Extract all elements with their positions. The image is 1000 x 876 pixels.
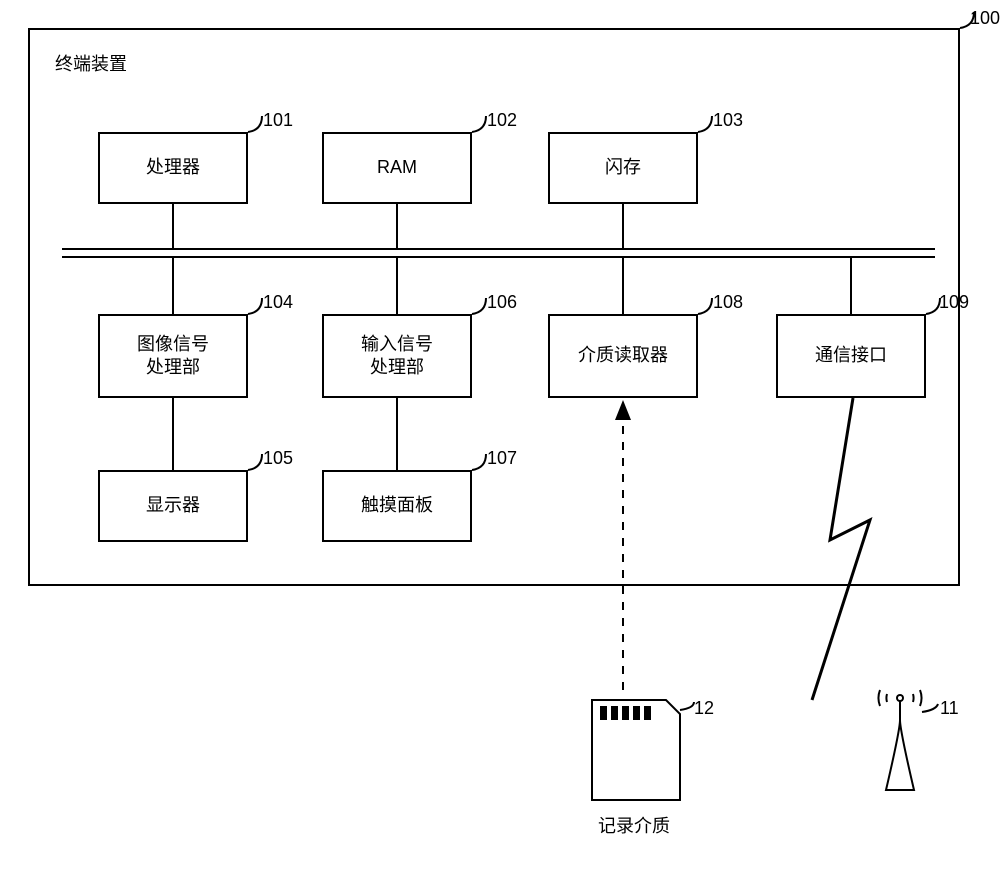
ref-108: 108 bbox=[713, 292, 743, 313]
caption-media: 记录介质 bbox=[598, 812, 670, 838]
block-label: 触摸面板 bbox=[361, 494, 433, 517]
block-flash: 闪存 bbox=[548, 132, 698, 204]
block-label: 闪存 bbox=[605, 156, 641, 179]
ref-102: 102 bbox=[487, 110, 517, 131]
ref-11: 11 bbox=[940, 698, 959, 719]
block-label: 通信接口 bbox=[815, 344, 887, 367]
diagram-canvas: 终端装置 处理器 RAM 闪存 图像信号 处理部 输入信号 处理部 介质读取器 … bbox=[0, 0, 1000, 876]
ref-107: 107 bbox=[487, 448, 517, 469]
block-processor: 处理器 bbox=[98, 132, 248, 204]
block-label: 处理器 bbox=[146, 156, 200, 179]
block-media-reader: 介质读取器 bbox=[548, 314, 698, 398]
ref-104: 104 bbox=[263, 292, 293, 313]
block-input-proc: 输入信号 处理部 bbox=[322, 314, 472, 398]
leader-12 bbox=[680, 702, 694, 710]
block-ram: RAM bbox=[322, 132, 472, 204]
block-image-proc: 图像信号 处理部 bbox=[98, 314, 248, 398]
block-label: 显示器 bbox=[146, 494, 200, 517]
block-touch-panel: 触摸面板 bbox=[322, 470, 472, 542]
outer-title: 终端装置 bbox=[55, 50, 127, 76]
ref-100: 100 bbox=[970, 8, 1000, 29]
ref-103: 103 bbox=[713, 110, 743, 131]
block-label: 图像信号 处理部 bbox=[137, 333, 209, 380]
block-comm-if: 通信接口 bbox=[776, 314, 926, 398]
ref-106: 106 bbox=[487, 292, 517, 313]
sd-card-icon bbox=[592, 700, 680, 800]
ref-101: 101 bbox=[263, 110, 293, 131]
block-label: 介质读取器 bbox=[578, 344, 668, 367]
ref-109: 109 bbox=[939, 292, 969, 313]
leader-11 bbox=[922, 704, 938, 712]
ref-105: 105 bbox=[263, 448, 293, 469]
ref-12: 12 bbox=[694, 698, 714, 719]
block-label: 输入信号 处理部 bbox=[361, 333, 433, 380]
block-label: RAM bbox=[377, 156, 417, 179]
block-display: 显示器 bbox=[98, 470, 248, 542]
antenna-icon bbox=[878, 690, 921, 790]
